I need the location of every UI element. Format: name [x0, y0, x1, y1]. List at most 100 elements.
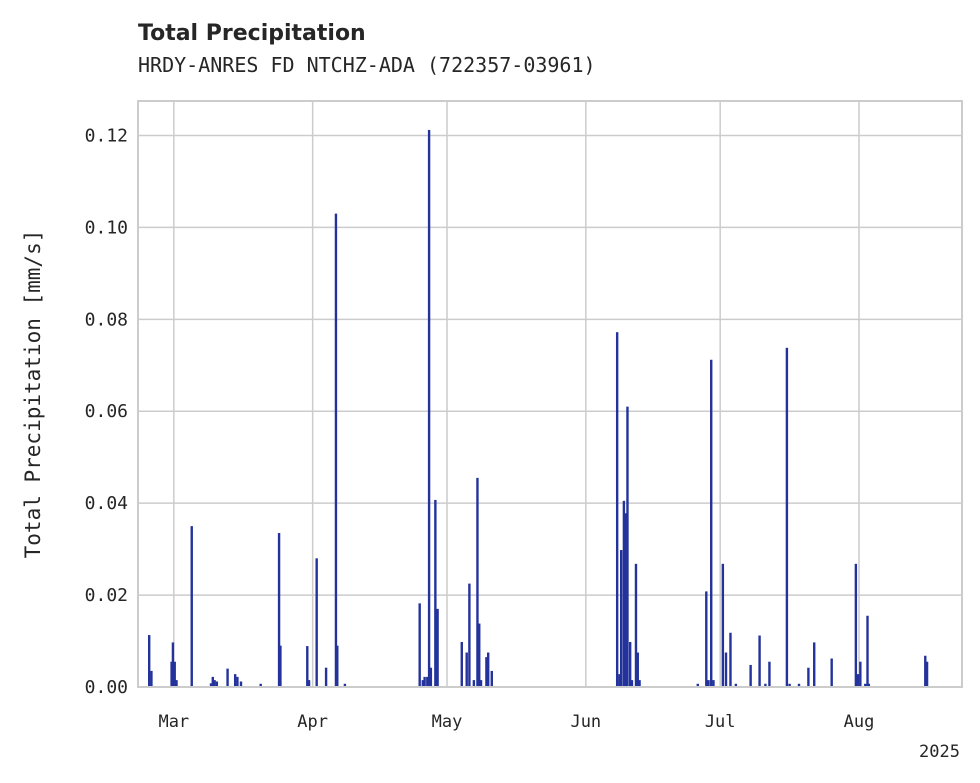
- precipitation-bar: [636, 652, 639, 687]
- precipitation-bar: [173, 661, 176, 687]
- precipitation-bar: [211, 676, 214, 687]
- precipitation-bar: [749, 664, 752, 687]
- precipitation-bar: [830, 658, 833, 687]
- precipitation-bar: [239, 681, 243, 687]
- precipitation-bar: [634, 563, 638, 687]
- precipitation-bar: [171, 642, 175, 687]
- x-tick-label: May: [432, 712, 463, 732]
- precipitation-bar: [807, 667, 810, 687]
- precipitation-bar: [615, 332, 619, 687]
- precipitation-bar: [343, 683, 347, 687]
- precipitation-bar: [866, 615, 869, 687]
- precipitation-bar: [472, 680, 476, 687]
- precipitation-bar: [925, 661, 929, 687]
- precipitation-bar: [215, 681, 219, 687]
- precipitation-bar: [867, 683, 871, 687]
- precipitation-bar: [628, 641, 632, 687]
- precipitation-bar: [236, 676, 239, 687]
- precipitation-bar: [758, 635, 761, 687]
- y-tick-label: 0.06: [85, 401, 128, 422]
- precipitation-bar: [436, 608, 439, 687]
- y-tick-label: 0.08: [85, 309, 128, 330]
- precipitation-bar: [334, 213, 338, 687]
- precipitation-bar: [427, 129, 431, 687]
- precipitation-bar: [148, 635, 151, 687]
- bar-series: [148, 129, 929, 687]
- x-tick-label: Aug: [844, 712, 875, 732]
- y-axis-label: Total Precipitation [mm/s]: [21, 230, 45, 559]
- precipitation-bar: [307, 680, 311, 687]
- precipitation-bar: [336, 645, 339, 687]
- precipitation-bar: [279, 645, 282, 687]
- x-tick-label: Apr: [297, 712, 328, 732]
- x-axis-ticks: Mar Apr May Jun Jul Aug: [158, 712, 874, 732]
- precipitation-bar: [764, 683, 767, 687]
- precipitation-bar: [190, 526, 193, 687]
- precipitation-bar: [624, 513, 628, 687]
- precipitation-bar: [859, 661, 862, 687]
- plot-frame: [137, 100, 963, 688]
- precipitation-bar: [638, 680, 641, 687]
- y-tick-label: 0.12: [85, 125, 128, 146]
- precipitation-bar: [620, 550, 623, 687]
- precipitation-bar: [175, 680, 178, 687]
- precipitation-bar: [315, 558, 318, 687]
- precipitation-bar: [626, 406, 629, 687]
- y-tick-label: 0.04: [85, 493, 128, 514]
- precipitation-bar: [460, 641, 463, 687]
- precipitation-bar: [306, 646, 309, 687]
- x-tick-label: Mar: [158, 712, 189, 732]
- precipitation-bar: [813, 642, 816, 687]
- chart-title: Total Precipitation: [138, 21, 366, 46]
- precipitation-bar: [490, 670, 493, 687]
- precipitation-bar: [478, 623, 481, 687]
- precipitation-bar: [785, 347, 789, 687]
- precipitation-bar: [277, 533, 281, 687]
- year-label: 2025: [919, 742, 960, 762]
- precipitation-bar: [856, 674, 860, 687]
- precipitation-bar: [696, 683, 699, 687]
- precipitation-bar: [618, 674, 621, 687]
- precipitation-bar: [476, 477, 479, 687]
- precipitation-bar: [705, 591, 708, 687]
- precipitation-bar: [421, 680, 425, 687]
- precipitation-bar: [622, 500, 626, 687]
- precipitation-bar: [707, 680, 710, 687]
- precipitation-bar: [630, 680, 634, 687]
- y-tick-label: 0.10: [85, 217, 128, 238]
- precipitation-bar: [426, 676, 429, 687]
- precipitation-bar: [150, 670, 153, 687]
- precipitation-bar: [721, 563, 725, 687]
- precipitation-bar: [734, 683, 738, 687]
- precipitation-bar: [797, 683, 801, 687]
- precipitation-bar: [729, 632, 732, 687]
- precipitation-bar: [710, 359, 713, 687]
- precipitation-bar: [864, 683, 867, 687]
- precipitation-bar: [768, 661, 771, 687]
- precipitation-bar: [209, 683, 213, 687]
- precipitation-bar: [487, 652, 490, 687]
- precipitation-bar: [170, 661, 173, 687]
- precipitation-bar: [712, 680, 715, 687]
- precipitation-bar: [788, 683, 791, 687]
- chart-subtitle: HRDY-ANRES FD NTCHZ-ADA (722357-03961): [138, 53, 596, 77]
- y-axis-ticks: 0.00 0.02 0.04 0.06 0.08 0.10 0.12: [85, 125, 128, 698]
- precipitation-bar: [854, 563, 858, 687]
- precipitation-bar: [423, 676, 426, 687]
- precipitation-bar: [465, 652, 468, 687]
- precipitation-bar: [324, 667, 328, 687]
- precipitation-bar: [259, 683, 262, 687]
- precipitation-bar: [213, 680, 216, 687]
- y-tick-label: 0.00: [85, 677, 128, 698]
- precipitation-bar: [429, 667, 433, 687]
- precipitation-bar: [226, 668, 229, 687]
- precipitation-bar: [724, 652, 728, 687]
- y-tick-label: 0.02: [85, 585, 128, 606]
- precipitation-bar: [485, 657, 488, 687]
- x-tick-label: Jun: [570, 712, 601, 732]
- precipitation-bar: [434, 499, 437, 687]
- precipitation-bar: [479, 680, 483, 687]
- precipitation-bar: [468, 583, 471, 687]
- x-tick-label: Jul: [705, 712, 736, 732]
